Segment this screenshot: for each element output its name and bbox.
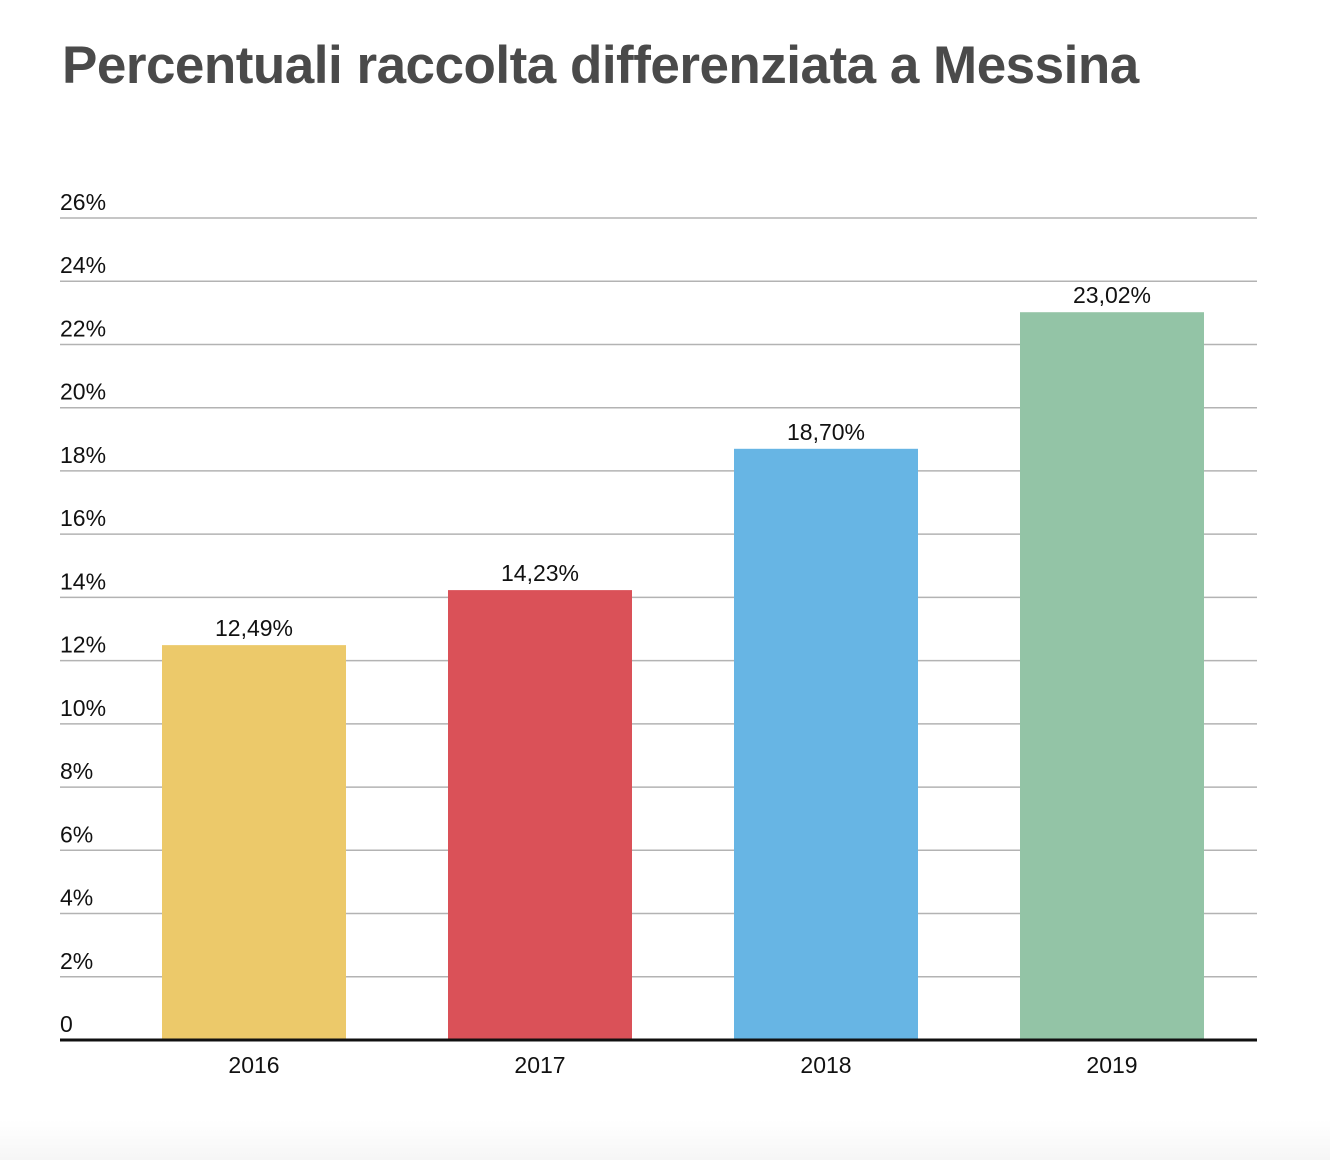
- y-tick-label: 12%: [60, 632, 106, 658]
- y-tick-label: 2%: [60, 948, 93, 974]
- bar-2016: [162, 645, 346, 1040]
- y-tick-label: 10%: [60, 695, 106, 721]
- y-tick-label: 14%: [60, 568, 106, 594]
- y-tick-label: 6%: [60, 821, 93, 847]
- bar-value-label: 23,02%: [1073, 282, 1151, 308]
- y-axis-tick-labels: 0 2% 4% 6% 8% 10% 12% 14% 16% 18% 20% 22% 24% 26%: [60, 189, 106, 1037]
- bottom-shadow: [0, 1120, 1330, 1160]
- y-tick-label: 4%: [60, 885, 93, 911]
- y-tick-label: 8%: [60, 758, 93, 784]
- x-tick-label: 2017: [514, 1052, 565, 1078]
- x-tick-label: 2019: [1086, 1052, 1137, 1078]
- bar-value-label: 12,49%: [215, 615, 293, 641]
- y-tick-label: 16%: [60, 505, 106, 531]
- x-tick-label: 2016: [228, 1052, 279, 1078]
- bar-value-labels: 12,49% 14,23% 18,70% 23,02%: [215, 282, 1151, 641]
- y-tick-label: 22%: [60, 315, 106, 341]
- bar-2019: [1020, 312, 1204, 1040]
- y-tick-label: 24%: [60, 252, 106, 278]
- bar-value-label: 14,23%: [501, 560, 579, 586]
- y-tick-label: 20%: [60, 379, 106, 405]
- bars: [162, 312, 1204, 1040]
- x-axis-tick-labels: 2016 2017 2018 2019: [228, 1052, 1137, 1078]
- y-tick-label: 26%: [60, 189, 106, 215]
- bar-2018: [734, 449, 918, 1040]
- y-tick-label: 0: [60, 1011, 73, 1037]
- bar-value-label: 18,70%: [787, 419, 865, 445]
- y-tick-label: 18%: [60, 442, 106, 468]
- bar-2017: [448, 590, 632, 1040]
- x-tick-label: 2018: [800, 1052, 851, 1078]
